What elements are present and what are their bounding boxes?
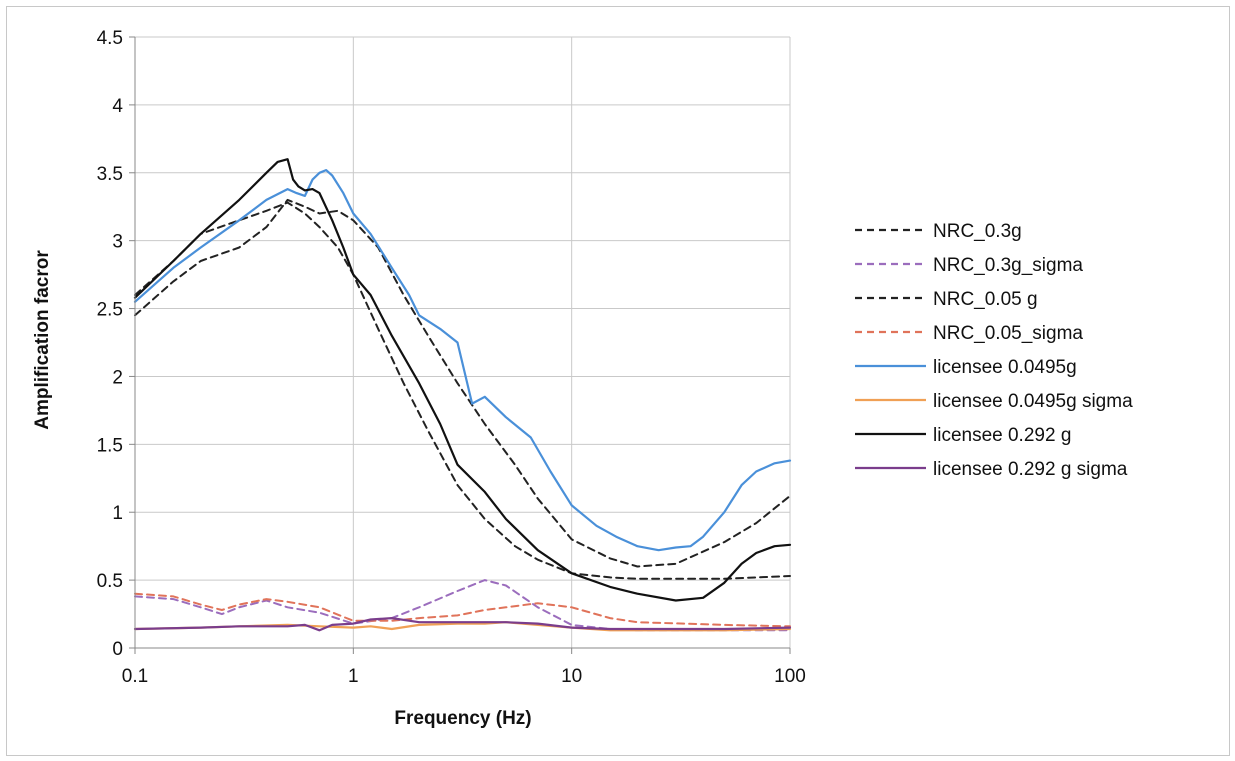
legend-label-nrc-0-3g-sigma: NRC_0.3g_sigma [933,255,1083,276]
series-line-nrc-0-3g [134,201,791,580]
legend-label-nrc-0-05-sigma: NRC_0.05_sigma [933,323,1083,344]
y-tick-label: 0.5 [97,571,123,592]
series-line-nrc-0-05-g [134,198,791,568]
x-tick-label: 1 [348,666,359,687]
y-tick-label: 3 [112,232,123,253]
legend: NRC_0.3g NRC_0.3g_sigma NRC_0.05 g NRC_0.05… [855,221,1133,480]
legend-label-licensee-0-292-g-sigma: licensee 0.292 g sigma [933,459,1128,480]
y-tick-label: 1 [112,503,123,524]
legend-label-licensee-0-0495g-sigma: licensee 0.0495g sigma [933,391,1133,412]
x-tick-label: 100 [774,666,806,687]
legend-label-licensee-0-0495g: licensee 0.0495g [933,357,1077,378]
y-tick-label: 2.5 [97,300,123,321]
y-tick-label: 3.5 [97,164,123,185]
y-tick-label: 4.5 [97,28,123,49]
y-tick-label: 4 [112,96,123,117]
y-tick-label: 1.5 [97,435,123,456]
legend-label-nrc-0-05-g: NRC_0.05 g [933,289,1038,310]
x-tick-label: 0.1 [122,666,148,687]
legend-label-licensee-0-292-g: licensee 0.292 g [933,425,1071,446]
y-tick-label: 0 [112,639,123,660]
y-axis-title: Amplification facror [32,250,53,430]
series-line-licensee-0-292-g [133,158,792,602]
series-line-licensee-0-0495g [133,169,792,552]
series-line-licensee-0-292-g-sigma [133,616,792,632]
x-tick-label: 10 [561,666,582,687]
x-axis-title: Frequency (Hz) [394,708,531,729]
legend-label-nrc-0-3g: NRC_0.3g [933,221,1022,242]
series-lines [133,158,792,632]
series-line-licensee-0-0495g-sigma [133,621,792,632]
y-tick-label: 2 [112,367,123,388]
axes: 0 0.5 1 1.5 2 2.5 3 3.5 4 4.5 0.1 1 10 100 [97,28,806,687]
